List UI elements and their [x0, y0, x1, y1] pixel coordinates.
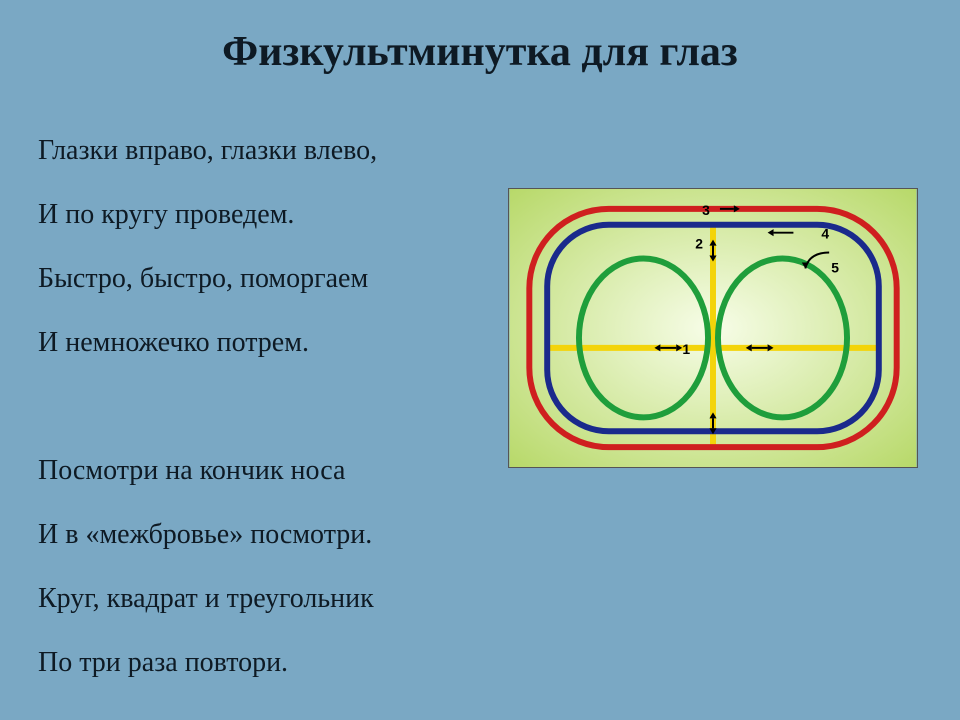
poem-line: И по кругу проведем. [38, 194, 558, 236]
poem-line: Круг, квадрат и треугольник [38, 578, 558, 620]
poem-line: И в «межбровье» посмотри. [38, 514, 558, 556]
poem-line: По три раза повтори. [38, 642, 558, 684]
arrow-label-h-left: 1 [682, 341, 690, 357]
arrow-label-v-top: 2 [695, 236, 703, 252]
poem-line: И немножечко потрем. [38, 322, 558, 364]
eye-exercise-diagram: 1 2 3 4 5 [508, 188, 918, 468]
poem-line: Быстро, быстро, поморгаем [38, 258, 558, 300]
arrow-label-outer-top: 3 [702, 202, 710, 218]
slide-title: Физкультминутка для глаз [0, 28, 960, 76]
slide: Физкультминутка для глаз Глазки вправо, … [0, 0, 960, 720]
poem-line: Глазки вправо, глазки влево, [38, 130, 558, 172]
poem-text: Глазки вправо, глазки влево, И по кругу п… [38, 130, 558, 706]
poem-line: Посмотри на кончик носа [38, 450, 558, 492]
arrow-label-lobe-arc: 5 [831, 259, 839, 275]
poem-line [38, 386, 558, 428]
arrow-label-inner-top: 4 [821, 226, 829, 242]
